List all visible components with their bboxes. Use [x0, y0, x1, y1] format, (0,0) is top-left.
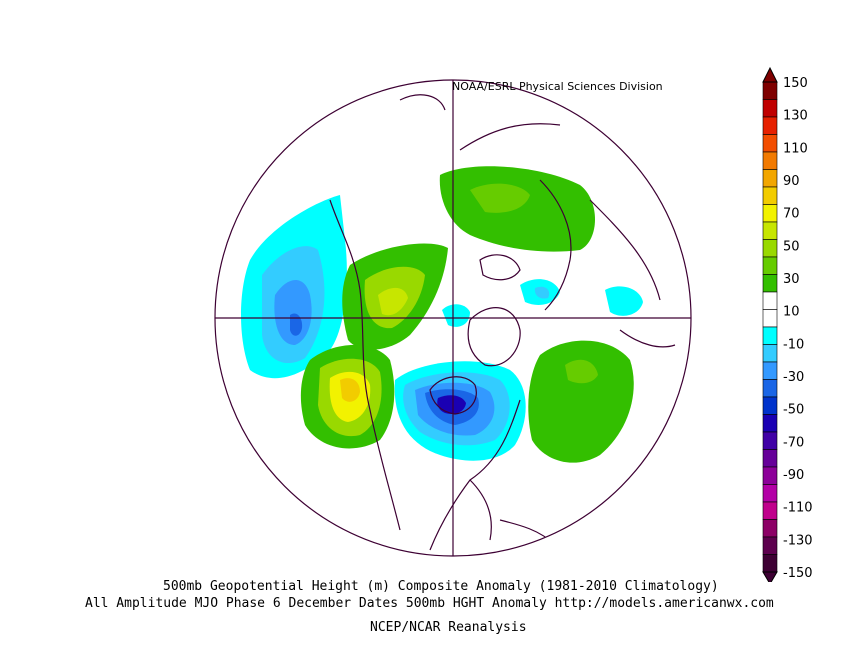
colorbar-swatch [762, 536, 778, 555]
colorbar-swatch [762, 151, 778, 170]
colorbar-tick-label: 90 [783, 174, 800, 189]
colorbar-swatch [762, 414, 778, 433]
colorbar-tick-label: -130 [783, 533, 813, 548]
colorbar-min-arrow [762, 571, 778, 582]
colorbar-tick-label: 130 [783, 109, 808, 124]
colorbar-swatch [762, 344, 778, 363]
colorbar-swatch [762, 186, 778, 205]
anomaly-fields [241, 166, 643, 463]
anomaly-positive-alaska-core [378, 287, 408, 316]
anomaly-negative-scandinavia-2 [534, 286, 550, 299]
colorbar-swatch [762, 221, 778, 240]
colorbar-swatch [762, 274, 778, 293]
colorbar-swatch [762, 326, 778, 345]
colorbar-tick-label: -110 [783, 501, 813, 516]
colorbar-tick-label: 30 [783, 272, 800, 287]
colorbar-tick-label: -70 [783, 435, 804, 450]
anomaly-positive-eurasia [439, 166, 595, 252]
colorbar-swatch [762, 484, 778, 503]
colorbar-swatch [762, 519, 778, 538]
colorbar-tick-label: -10 [783, 337, 804, 352]
colorbar-swatch [762, 309, 778, 328]
colorbar-swatch [762, 81, 778, 100]
colorbar-swatch [762, 239, 778, 258]
colorbar-swatch [762, 379, 778, 398]
colorbar-tick-label: -90 [783, 468, 804, 483]
colorbar-swatch [762, 256, 778, 275]
colorbar-swatch [762, 361, 778, 380]
colorbar-swatch [762, 466, 778, 485]
anomaly-positive-atlantic [528, 340, 634, 463]
globe-outline [214, 79, 692, 557]
credit-label: NOAA/ESRL Physical Sciences Division [452, 80, 663, 93]
anomaly-negative-canada-5 [437, 395, 466, 414]
colorbar-tick-label: 110 [783, 141, 808, 156]
colorbar-swatch [762, 134, 778, 153]
colorbar-swatch [762, 449, 778, 468]
colorbar-tick-label: -50 [783, 403, 804, 418]
caption-source: NCEP/NCAR Reanalysis [370, 620, 527, 635]
colorbar-swatch [762, 99, 778, 118]
colorbar-tick-label: -30 [783, 370, 804, 385]
colorbar-legend: 150 130 110 90 70 50 30 10 -10 -30 -50 -70 -90 -110 -1… [762, 66, 813, 582]
colorbar-tick-label: -150 [783, 566, 813, 581]
caption-subtitle: All Amplitude MJO Phase 6 December Dates… [85, 596, 774, 611]
colorbar-swatch [762, 396, 778, 415]
anomaly-negative-pacific-center [290, 313, 303, 336]
anomaly-negative-pacific-core [274, 280, 312, 345]
graticule [215, 80, 691, 556]
colorbar-max-arrow [762, 66, 778, 83]
anomaly-negative-pole [442, 304, 470, 327]
anomaly-positive-atlantic-inner [565, 359, 598, 384]
colorbar-tick-label: 50 [783, 239, 800, 254]
colorbar-tick-label: 70 [783, 207, 800, 222]
caption-title: 500mb Geopotential Height (m) Composite … [163, 579, 719, 594]
colorbar-swatch [762, 116, 778, 135]
colorbar-swatch [762, 431, 778, 450]
colorbar-swatch [762, 204, 778, 223]
colorbar-swatch [762, 554, 778, 573]
colorbar-swatch [762, 291, 778, 310]
colorbar-swatch [762, 501, 778, 520]
coastlines [329, 94, 676, 551]
anomaly-negative-europe [605, 286, 643, 316]
anomaly-positive-eurasia-inner [470, 183, 530, 213]
anomaly-positive-eastpac-4 [340, 378, 360, 402]
colorbar-tick-label: 150 [783, 76, 808, 91]
colorbar-swatch [762, 169, 778, 188]
colorbar-tick-label: 10 [783, 305, 800, 320]
